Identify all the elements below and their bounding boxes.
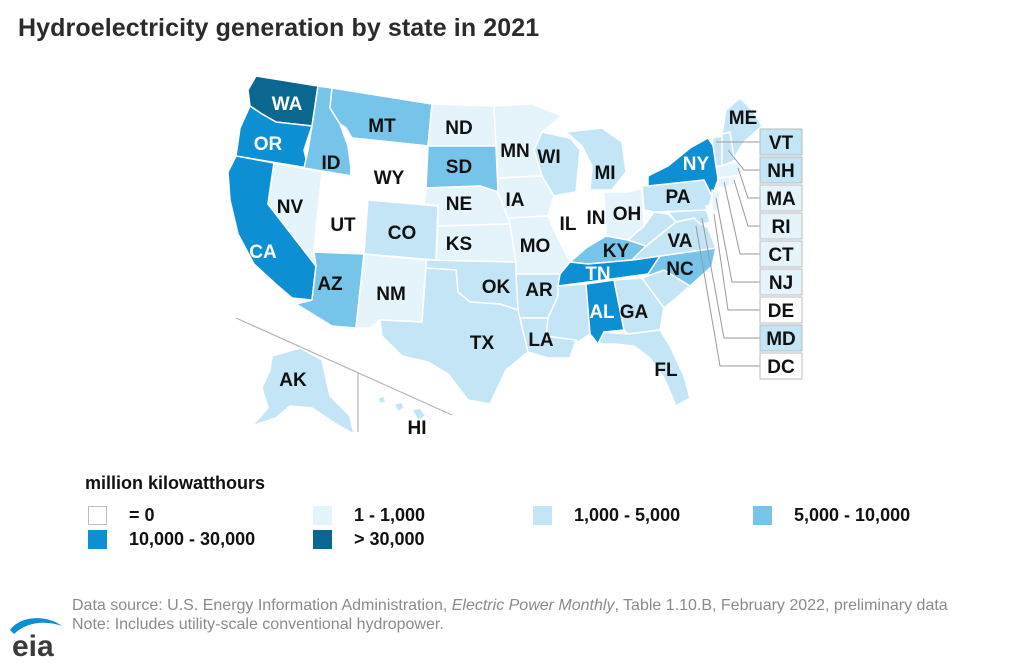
label-LA: LA [528, 330, 554, 351]
source-publication: Electric Power Monthly [451, 597, 615, 614]
legend-swatch [533, 506, 552, 525]
box-DE [759, 296, 803, 324]
label-HI: HI [408, 418, 427, 439]
state-MD[interactable] [667, 209, 713, 225]
label-RI: RI [772, 217, 791, 238]
label-AL: AL [589, 302, 615, 323]
label-AK: AK [279, 370, 307, 391]
source-note: Data source: U.S. Energy Information Adm… [72, 596, 1002, 634]
label-NE: NE [446, 194, 472, 215]
label-MO: MO [520, 236, 551, 257]
label-WY: WY [374, 168, 405, 189]
eia-logo: eia [10, 618, 62, 660]
label-MI: MI [594, 163, 615, 184]
label-KY: KY [603, 241, 630, 262]
state-OR[interactable] [235, 105, 313, 169]
label-VA: VA [668, 231, 693, 252]
logo-swoosh-icon [10, 618, 62, 634]
state-HI[interactable] [377, 395, 427, 421]
label-AZ: AZ [317, 274, 343, 295]
box-CT [759, 240, 803, 268]
label-CT: CT [768, 245, 794, 266]
box-DC [759, 352, 803, 380]
state-NJ[interactable] [711, 189, 721, 213]
label-OR: OR [254, 134, 283, 155]
label-NV: NV [277, 197, 304, 218]
legend-label: 1 - 1,000 [354, 505, 426, 525]
label-TN: TN [585, 264, 610, 285]
box-RI [759, 212, 803, 240]
label-MN: MN [500, 141, 530, 162]
legend-swatch [88, 530, 107, 549]
label-NJ: NJ [769, 273, 793, 294]
label-ID: ID [322, 153, 341, 174]
legend-swatch [313, 506, 332, 525]
label-WI: WI [537, 147, 560, 168]
legend-item: 1 - 1,000 [313, 505, 425, 526]
label-UT: UT [330, 215, 356, 236]
label-OH: OH [613, 204, 642, 225]
legend-swatch [753, 506, 772, 525]
legend-item: 10,000 - 30,000 [88, 529, 255, 550]
legend-label: 5,000 - 10,000 [794, 505, 911, 525]
legend-label: 10,000 - 30,000 [129, 529, 256, 549]
label-KS: KS [446, 234, 472, 255]
state-DE[interactable] [705, 205, 717, 223]
label-AR: AR [525, 280, 553, 301]
label-CA: CA [249, 242, 277, 263]
northeast-label-boxes [759, 128, 803, 380]
label-VT: VT [769, 133, 794, 154]
legend-swatch [88, 506, 107, 525]
label-NC: NC [666, 259, 694, 280]
label-MD: MD [766, 329, 796, 350]
legend-item: = 0 [88, 505, 155, 526]
box-NJ [759, 268, 803, 296]
label-leader-lines [695, 141, 760, 367]
label-IA: IA [506, 190, 525, 211]
chart-title: Hydroelectricity generation by state in … [18, 14, 540, 42]
legend-item: > 30,000 [313, 529, 425, 550]
source-prefix: Data source: U.S. Energy Information Adm… [72, 597, 452, 614]
label-IL: IL [560, 214, 577, 235]
label-FL: FL [654, 360, 678, 381]
label-NM: NM [376, 284, 406, 305]
legend-item: 1,000 - 5,000 [533, 505, 680, 526]
label-WA: WA [272, 94, 303, 115]
label-DE: DE [768, 301, 794, 322]
label-NY: NY [683, 154, 710, 175]
box-NH [759, 156, 803, 184]
state-MI[interactable] [565, 127, 627, 191]
label-NH: NH [767, 161, 794, 182]
label-ME: ME [729, 108, 758, 129]
state-TX[interactable] [379, 267, 529, 405]
label-PA: PA [666, 187, 691, 208]
box-MA [759, 184, 803, 212]
state-AK[interactable] [251, 347, 355, 435]
label-ND: ND [445, 118, 472, 139]
box-VT [759, 128, 803, 156]
source-note-text: Note: Includes utility-scale conventiona… [72, 616, 444, 633]
legend-item: 5,000 - 10,000 [753, 505, 910, 526]
legend-swatch [313, 530, 332, 549]
label-MA: MA [766, 189, 796, 210]
label-TX: TX [470, 333, 495, 354]
us-map: WA OR CA ID NV MT WY UT CO AZ NM ND SD N… [227, 75, 803, 439]
legend-label: = 0 [129, 505, 155, 525]
label-OK: OK [482, 277, 511, 298]
legend-title: million kilowatthours [85, 473, 266, 493]
state-labels: WA OR CA ID NV MT WY UT CO AZ NM ND SD N… [249, 94, 796, 439]
legend-label: > 30,000 [354, 529, 425, 549]
label-SD: SD [446, 157, 472, 178]
box-MD [759, 324, 803, 352]
logo-text: eia [12, 630, 54, 660]
label-IN: IN [587, 208, 606, 229]
source-suffix: , Table 1.10.B, February 2022, prelimina… [614, 597, 948, 614]
label-DC: DC [767, 357, 795, 378]
label-GA: GA [620, 302, 649, 323]
label-CO: CO [388, 223, 417, 244]
inset-dividers [235, 317, 453, 432]
legend-label: 1,000 - 5,000 [574, 505, 681, 525]
label-MT: MT [368, 116, 396, 137]
state-FL[interactable] [597, 329, 691, 407]
